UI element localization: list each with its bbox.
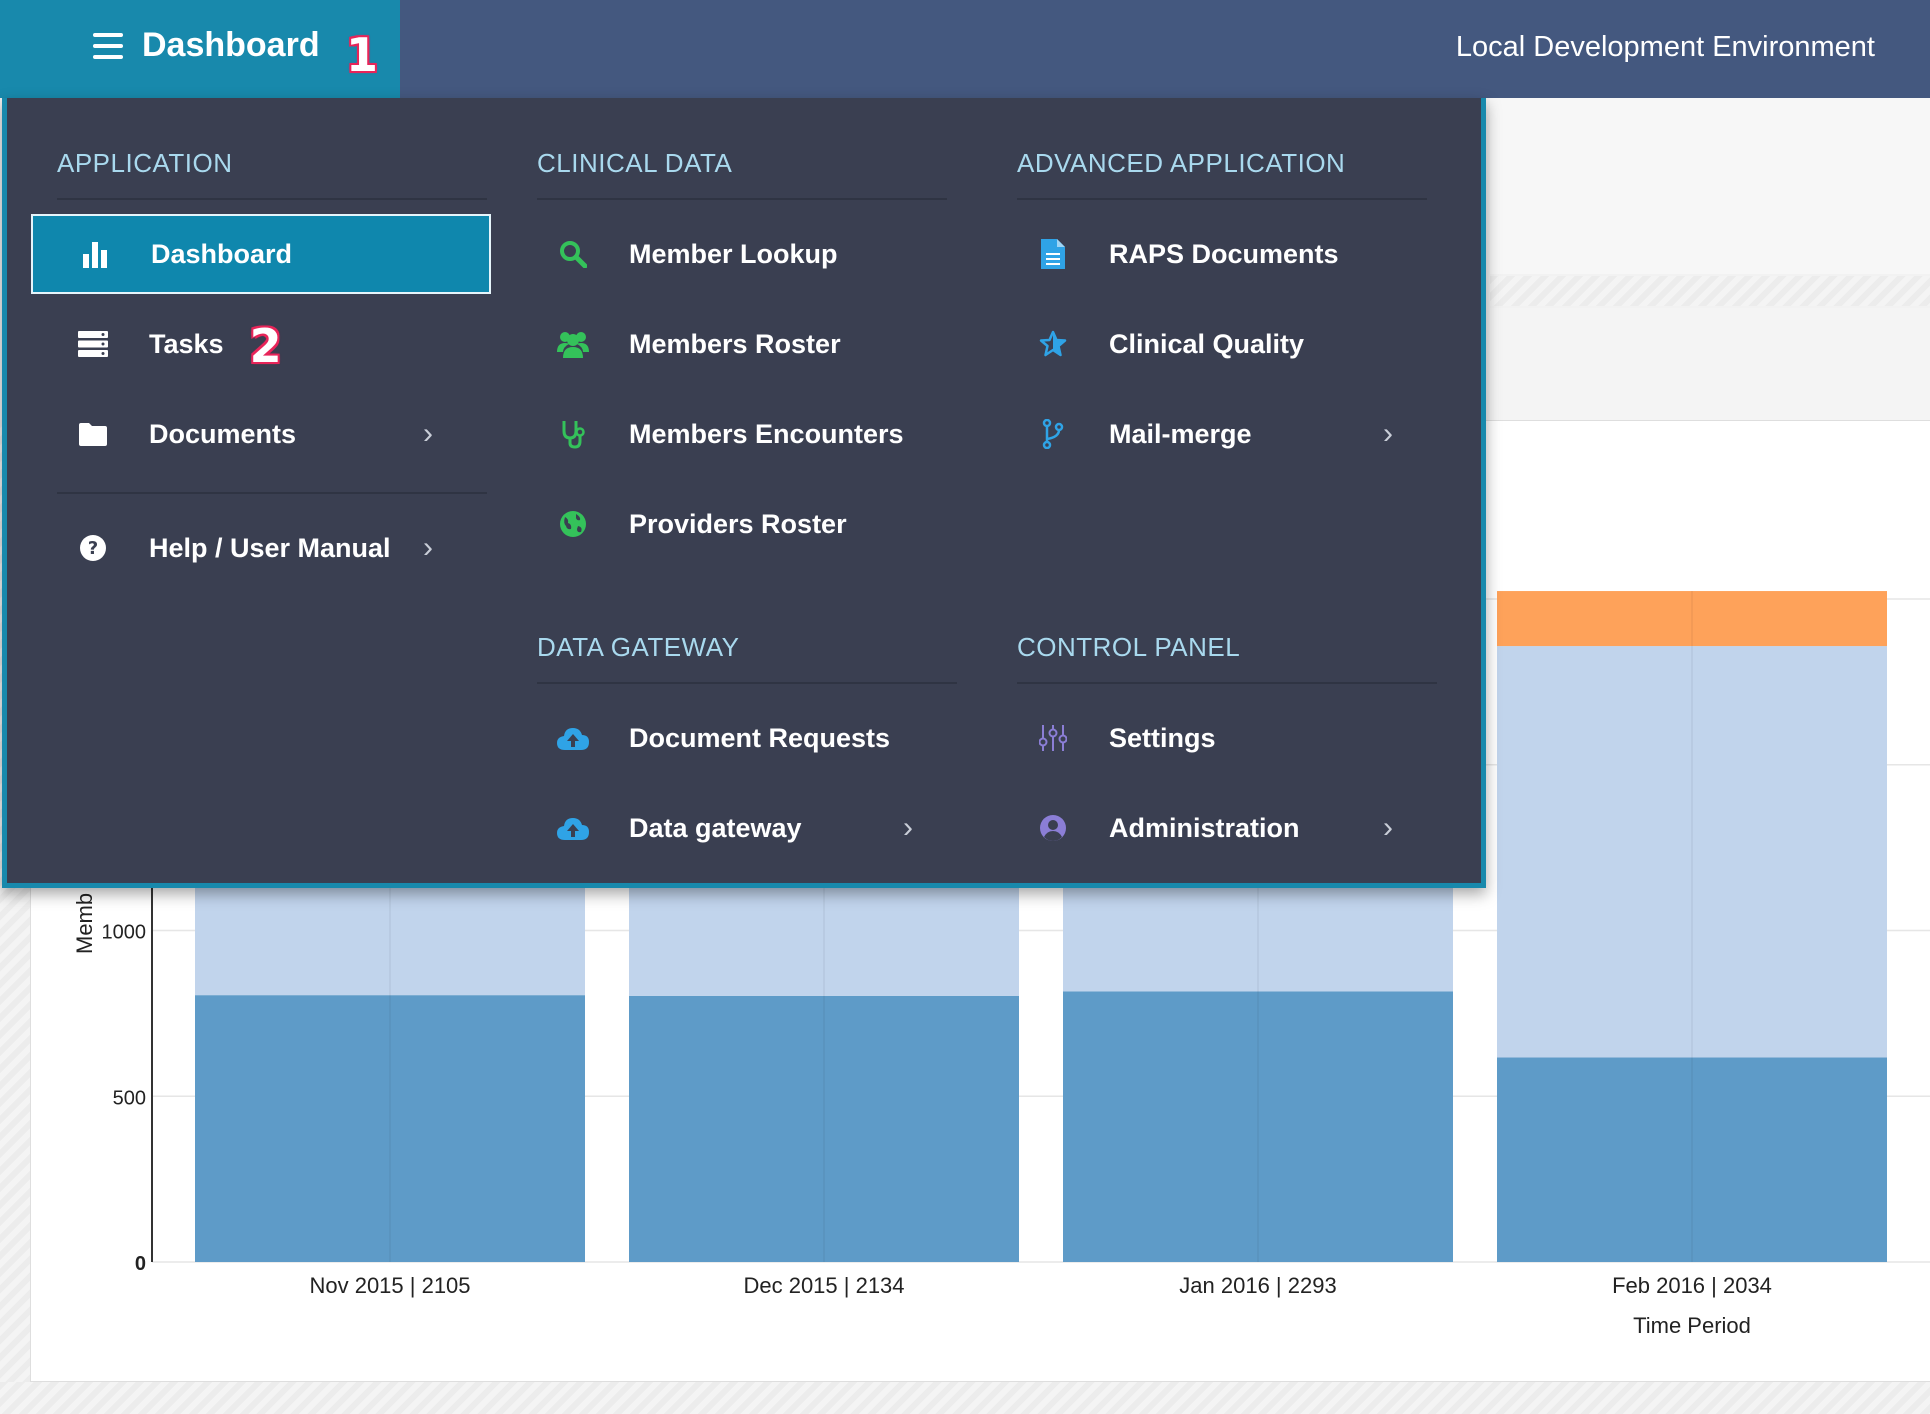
chevron-right-icon: › <box>423 531 433 564</box>
summary-panel <box>1490 98 1930 274</box>
menu-item-tasks[interactable]: Tasks 2 <box>31 304 491 384</box>
bar-segment <box>1063 991 1453 1262</box>
user-circle-icon <box>1037 812 1069 844</box>
server-icon <box>77 328 109 360</box>
section-title-clinical-data: CLINICAL DATA <box>537 148 733 178</box>
x-tick-label: Dec 2015 | 2134 <box>743 1273 904 1298</box>
users-icon <box>557 328 589 360</box>
menu-item-label: Providers Roster <box>629 508 847 539</box>
section-title-advanced-application: ADVANCED APPLICATION <box>1017 148 1346 178</box>
top-bar: Dashboard 1 Local Development Environmen… <box>0 0 1930 98</box>
chevron-right-icon: › <box>1383 811 1393 844</box>
menu-item-label: Data gateway <box>629 812 802 843</box>
x-axis-title: Time Period <box>1633 1313 1751 1338</box>
globe-icon <box>557 508 589 540</box>
menu-item-clinical-quality[interactable]: Clinical Quality <box>1017 304 1437 384</box>
menu-item-label: Dashboard <box>151 238 293 269</box>
menu-item-providers-roster[interactable]: Providers Roster <box>537 484 957 564</box>
menu-item-administration[interactable]: Administration › <box>1017 788 1437 868</box>
bar-segment <box>1497 591 1887 647</box>
stethoscope-icon <box>557 418 589 450</box>
brand-title[interactable]: Dashboard <box>142 26 320 64</box>
menu-item-label: Help / User Manual <box>149 532 391 563</box>
x-tick-label: Feb 2016 | 2034 <box>1612 1273 1772 1298</box>
hamburger-icon[interactable] <box>93 33 123 59</box>
menu-item-document-requests[interactable]: Document Requests <box>537 698 957 778</box>
menu-item-help[interactable]: ? Help / User Manual › <box>31 508 491 588</box>
step-marker-2: 2 <box>249 319 282 373</box>
filter-panel <box>1490 308 1930 420</box>
bar-segment <box>1497 1057 1887 1262</box>
mega-menu: APPLICATION Dashboard Tasks 2 Documents … <box>2 98 1486 888</box>
page-bottom-margin <box>0 1382 1930 1414</box>
cloud-upload-icon <box>557 812 589 844</box>
y-tick-label: 500 <box>113 1087 146 1109</box>
x-tick-label: Jan 2016 | 2293 <box>1179 1273 1336 1298</box>
section-divider <box>537 682 957 684</box>
menu-item-members-roster[interactable]: Members Roster <box>537 304 957 384</box>
star-icon <box>1037 328 1069 360</box>
menu-item-label: Clinical Quality <box>1109 328 1305 359</box>
menu-item-member-lookup[interactable]: Member Lookup <box>537 214 957 294</box>
section-divider <box>1017 682 1437 684</box>
cloud-upload-icon <box>557 722 589 754</box>
bar-segment <box>195 995 585 1262</box>
menu-item-label: Members Encounters <box>629 418 904 449</box>
y-tick-label: 1000 <box>102 922 147 944</box>
chevron-right-icon: › <box>423 417 433 450</box>
menu-item-settings[interactable]: Settings <box>1017 698 1437 778</box>
section-divider <box>537 198 947 200</box>
bar-segment <box>1497 646 1887 1058</box>
y-tick-label: 0 <box>135 1253 146 1275</box>
bar-segment <box>629 995 1019 1262</box>
menu-item-label: Tasks <box>149 328 224 359</box>
section-divider <box>57 492 487 494</box>
menu-item-label: Member Lookup <box>629 238 838 269</box>
menu-item-label: Settings <box>1109 722 1216 753</box>
section-divider <box>57 198 487 200</box>
menu-item-label: RAPS Documents <box>1109 238 1339 269</box>
question-circle-icon: ? <box>77 532 109 564</box>
folder-icon <box>77 418 109 450</box>
bar-chart-icon <box>79 238 111 270</box>
section-title-data-gateway: DATA GATEWAY <box>537 632 740 662</box>
chevron-right-icon: › <box>1383 417 1393 450</box>
menu-item-label: Mail-merge <box>1109 418 1252 449</box>
menu-item-mail-merge[interactable]: Mail-merge › <box>1017 394 1437 474</box>
step-marker-1: 1 <box>346 28 379 82</box>
menu-item-members-encounters[interactable]: Members Encounters <box>537 394 957 474</box>
x-tick-label: Nov 2015 | 2105 <box>309 1273 470 1298</box>
menu-item-label: Documents <box>149 418 297 449</box>
branch-icon <box>1037 418 1069 450</box>
menu-item-label: Administration <box>1109 812 1300 843</box>
menu-item-label: Members Roster <box>629 328 841 359</box>
environment-label: Local Development Environment <box>1455 31 1875 63</box>
section-divider <box>1017 198 1427 200</box>
menu-item-documents[interactable]: Documents › <box>31 394 491 474</box>
dashboard-menu-toggle[interactable]: Dashboard 1 <box>0 0 400 98</box>
sliders-icon <box>1037 722 1069 754</box>
section-title-control-panel: CONTROL PANEL <box>1017 632 1241 662</box>
x-tick-labels: Nov 2015 | 2105 Dec 2015 | 2134 Jan 2016 |… <box>309 1273 1771 1298</box>
chevron-right-icon: › <box>903 811 913 844</box>
search-icon <box>557 238 589 270</box>
y-axis-title: Memb <box>72 893 97 954</box>
menu-item-data-gateway[interactable]: Data gateway › <box>537 788 957 868</box>
section-title-application: APPLICATION <box>57 148 233 178</box>
panel-divider <box>1490 276 1930 306</box>
file-icon <box>1037 238 1069 270</box>
menu-item-raps-documents[interactable]: RAPS Documents <box>1017 214 1437 294</box>
menu-item-label: Document Requests <box>629 722 891 753</box>
svg-text:?: ? <box>88 538 98 559</box>
menu-item-dashboard[interactable]: Dashboard <box>31 214 491 294</box>
y-tick-labels: 0 500 1000 <box>102 922 147 1276</box>
